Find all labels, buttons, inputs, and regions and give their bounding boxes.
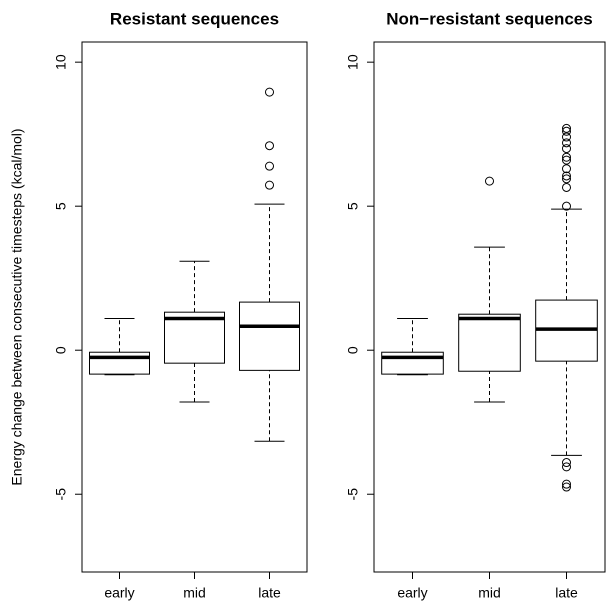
box xyxy=(381,351,444,375)
outlier xyxy=(562,144,571,154)
x-tick-label: early xyxy=(397,585,427,601)
outlier xyxy=(562,138,571,148)
x-tick-label: late xyxy=(258,585,281,601)
box xyxy=(458,313,521,372)
y-tick-label: -5 xyxy=(345,488,361,501)
outlier xyxy=(562,201,571,211)
y-tick-label: -5 xyxy=(53,488,69,501)
y-axis-label: Energy change between consecutive timest… xyxy=(9,128,25,485)
outlier xyxy=(562,164,571,174)
outlier xyxy=(562,458,571,468)
outlier xyxy=(562,174,571,184)
outlier xyxy=(485,176,494,186)
outlier xyxy=(562,182,571,192)
outlier xyxy=(562,126,571,136)
y-tick-label: 0 xyxy=(345,346,361,354)
x-tick-label: early xyxy=(104,585,134,601)
outlier xyxy=(562,462,571,472)
y-tick-label: 5 xyxy=(345,202,361,210)
outlier xyxy=(562,132,571,142)
outlier xyxy=(562,155,571,165)
outlier xyxy=(562,123,571,133)
outlier xyxy=(265,141,274,151)
chart-title: Non−resistant sequences xyxy=(386,9,592,28)
y-tick-label: 5 xyxy=(53,202,69,210)
box xyxy=(239,301,300,371)
y-tick-label: 0 xyxy=(53,346,69,354)
outlier xyxy=(562,482,571,492)
outlier xyxy=(265,180,274,190)
x-tick-label: mid xyxy=(478,585,501,601)
chart-title: Resistant sequences xyxy=(110,9,279,28)
x-tick-label: mid xyxy=(183,585,206,601)
x-tick-label: late xyxy=(555,585,578,601)
outlier xyxy=(562,171,571,181)
outlier xyxy=(265,87,274,97)
y-tick-label: 10 xyxy=(345,54,361,70)
outlier xyxy=(265,161,274,171)
box xyxy=(89,351,150,375)
outlier xyxy=(562,152,571,162)
box xyxy=(164,311,225,364)
outlier xyxy=(562,479,571,489)
y-tick-label: 10 xyxy=(53,54,69,70)
